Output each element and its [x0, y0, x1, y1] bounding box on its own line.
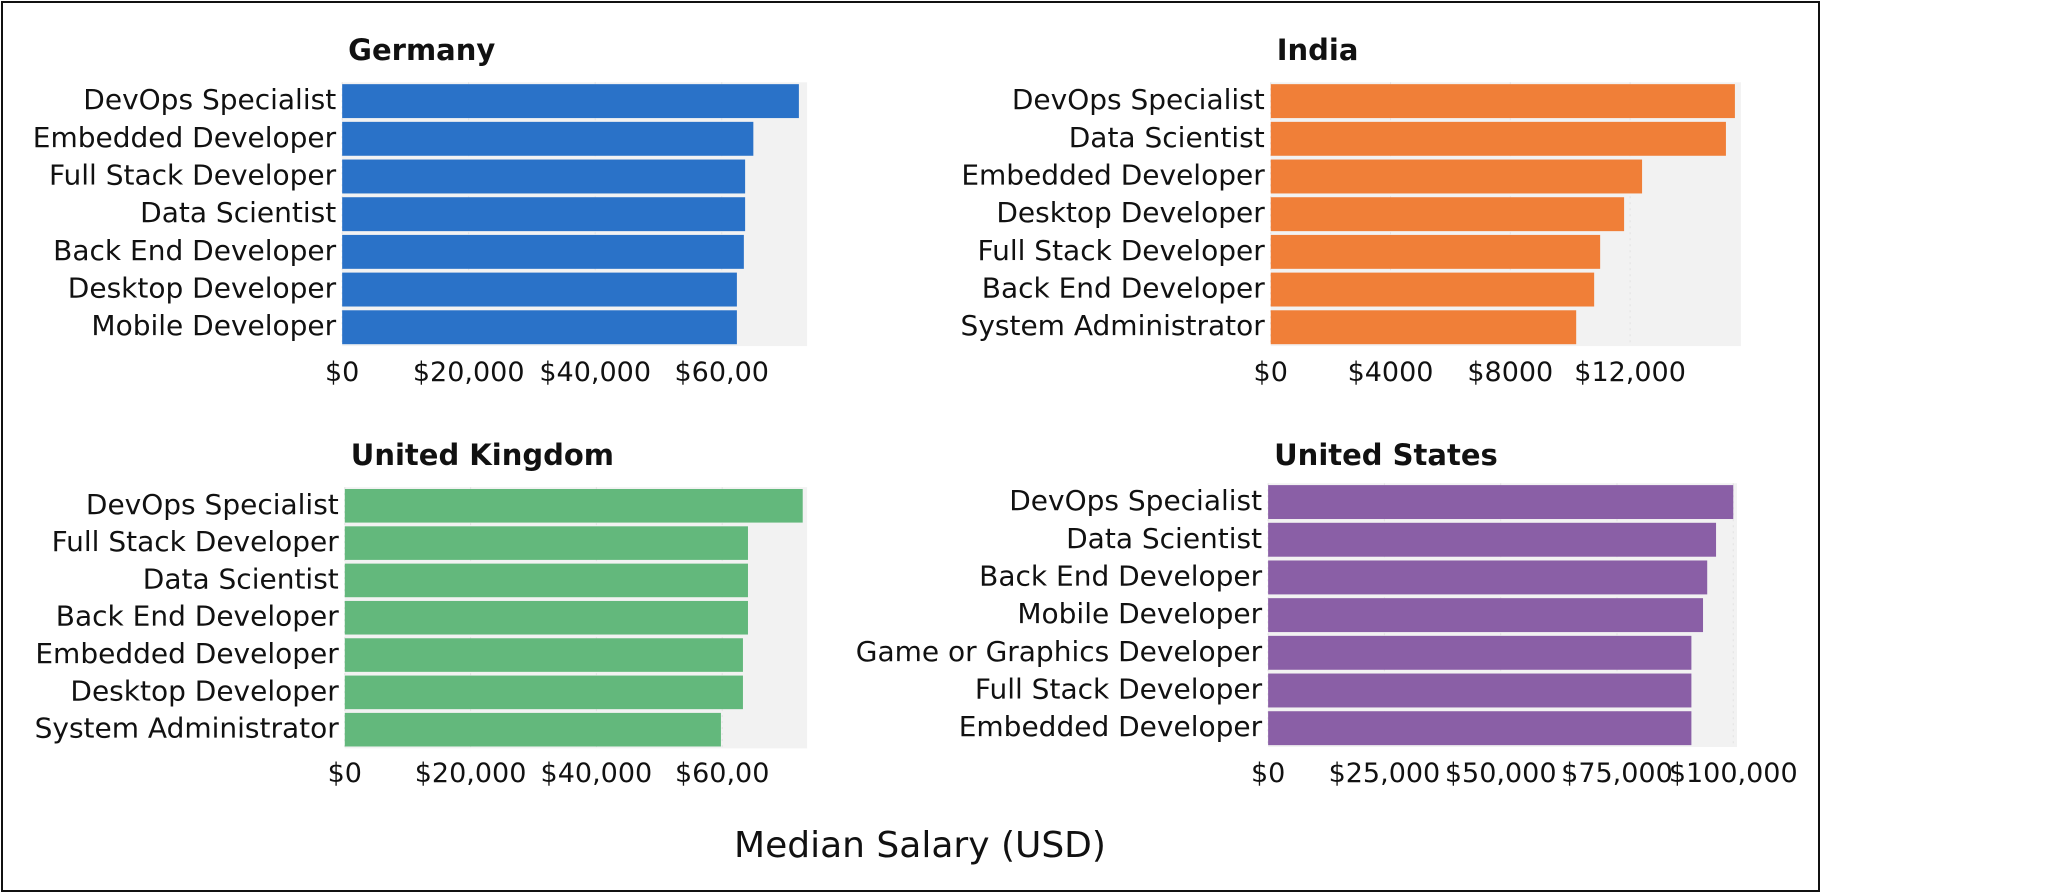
- x-tick-label: $40,000: [539, 357, 651, 388]
- chart-title: United States: [1274, 438, 1498, 472]
- x-axis-label: Median Salary (USD): [734, 825, 1106, 866]
- y-tick-label: Data Scientist: [1066, 522, 1262, 555]
- x-tick-label: $0: [1254, 357, 1288, 388]
- bar: [344, 600, 748, 635]
- y-tick-label: Desktop Developer: [68, 272, 337, 305]
- bar: [1268, 560, 1708, 595]
- x-tick-label: $100,000: [1669, 758, 1798, 789]
- bar: [344, 638, 743, 672]
- y-tick-label: Back End Developer: [982, 272, 1265, 305]
- bar: [344, 526, 748, 560]
- bar: [1270, 310, 1577, 345]
- x-tick-label: $75,000: [1561, 758, 1673, 789]
- y-tick-label: Embedded Developer: [35, 637, 339, 670]
- x-tick-label: $50,000: [1445, 758, 1557, 789]
- y-tick-label: Full Stack Developer: [975, 673, 1263, 706]
- bar: [1268, 711, 1692, 746]
- bar: [344, 675, 743, 710]
- bar: [1268, 522, 1717, 557]
- y-tick-label: Full Stack Developer: [49, 158, 337, 191]
- bar: [342, 234, 744, 269]
- x-tick-label: $60,00: [674, 357, 768, 388]
- y-tick-label: Data Scientist: [143, 562, 339, 595]
- y-tick-label: System Administrator: [961, 309, 1266, 342]
- bar: [342, 84, 799, 119]
- x-tick-label: $0: [328, 758, 362, 789]
- bar: [342, 197, 746, 232]
- bar: [342, 310, 737, 345]
- x-tick-label: $40,000: [541, 758, 653, 789]
- chart-title: India: [1277, 33, 1359, 67]
- bar: [342, 272, 737, 307]
- y-tick-label: Desktop Developer: [70, 674, 339, 707]
- x-tick-label: $8000: [1467, 357, 1553, 388]
- y-tick-label: DevOps Specialist: [83, 83, 336, 116]
- bar: [342, 121, 754, 156]
- bar: [1268, 485, 1734, 520]
- y-tick-label: DevOps Specialist: [1009, 484, 1262, 517]
- y-tick-label: System Administrator: [35, 712, 340, 745]
- y-tick-label: Full Stack Developer: [978, 234, 1266, 267]
- bar: [1270, 234, 1601, 269]
- y-tick-label: Embedded Developer: [961, 158, 1265, 191]
- bar: [1268, 598, 1704, 633]
- bar: [1270, 121, 1726, 156]
- y-tick-label: Back End Developer: [53, 234, 336, 267]
- y-tick-label: Embedded Developer: [959, 710, 1263, 743]
- bar: [342, 159, 746, 194]
- y-tick-label: DevOps Specialist: [1012, 83, 1265, 116]
- y-tick-label: Full Stack Developer: [52, 525, 340, 558]
- bar: [344, 712, 721, 747]
- x-tick-label: $4000: [1348, 357, 1434, 388]
- y-tick-label: Game or Graphics Developer: [856, 635, 1263, 668]
- y-tick-label: Data Scientist: [1069, 121, 1265, 154]
- x-tick-label: $12,000: [1574, 357, 1686, 388]
- y-tick-label: Desktop Developer: [996, 196, 1265, 229]
- y-tick-label: Back End Developer: [979, 559, 1262, 592]
- x-tick-label: $20,000: [415, 758, 527, 789]
- bar: [1270, 84, 1735, 119]
- y-tick-label: Mobile Developer: [91, 309, 336, 342]
- x-tick-label: $25,000: [1329, 758, 1441, 789]
- y-tick-label: Mobile Developer: [1017, 597, 1262, 630]
- y-tick-label: Back End Developer: [56, 600, 339, 633]
- y-tick-label: Data Scientist: [140, 196, 336, 229]
- bar: [1270, 197, 1625, 232]
- bar: [1270, 272, 1595, 307]
- y-tick-label: DevOps Specialist: [86, 488, 339, 521]
- x-tick-label: $0: [1251, 758, 1285, 789]
- chart-title: United Kingdom: [351, 438, 614, 472]
- x-tick-label: $20,000: [413, 357, 525, 388]
- x-tick-label: $0: [325, 357, 359, 388]
- bar: [344, 489, 803, 523]
- bar: [1270, 159, 1643, 194]
- chart-title: Germany: [348, 33, 495, 67]
- y-tick-label: Embedded Developer: [33, 121, 337, 154]
- bar: [1268, 673, 1692, 708]
- bar: [344, 563, 748, 598]
- bar: [1268, 635, 1692, 670]
- frame: [1, 1, 1820, 892]
- x-tick-label: $60,00: [675, 758, 769, 789]
